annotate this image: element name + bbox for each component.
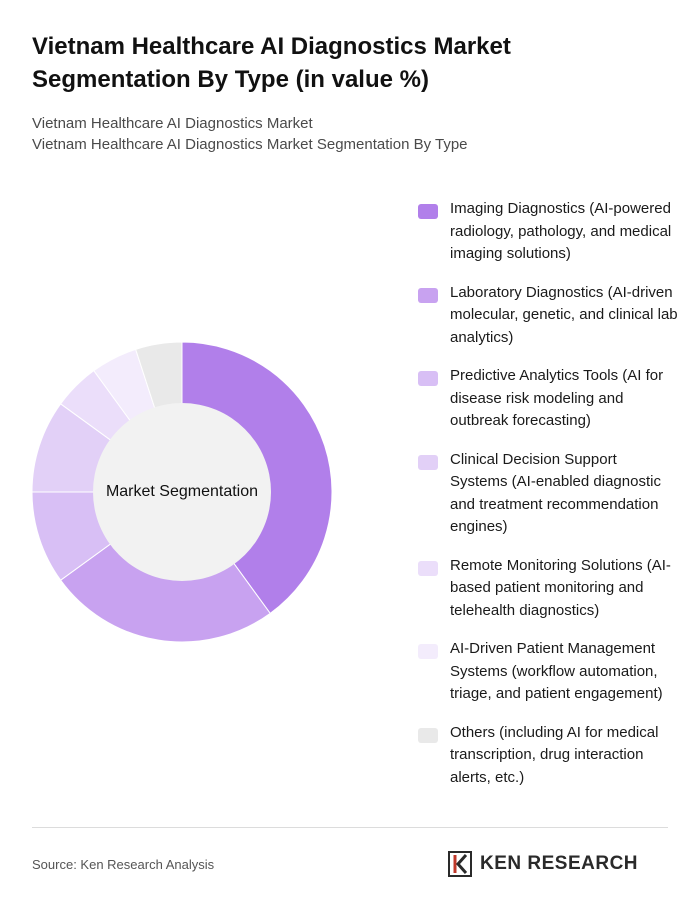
legend-item-6[interactable]: AI-Driven Patient Management Systems (wo…: [418, 638, 678, 706]
legend-label-3: Predictive Analytics Tools (AI for disea…: [450, 367, 664, 429]
legend-item-3[interactable]: Predictive Analytics Tools (AI for disea…: [418, 365, 678, 433]
legend-label-2: Laboratory Diagnostics (AI-driven molecu…: [450, 283, 678, 346]
chart-title-line-1: Vietnam Healthcare AI Diagnostics Market: [32, 33, 511, 60]
legend-label-4: Clinical Decision Support Systems (AI-en…: [450, 450, 661, 536]
legend-label-5: Remote Monitoring Solutions (AI-based pa…: [450, 556, 671, 619]
legend-swatch-7: [418, 727, 438, 743]
chart-subtitle-line-2: Vietnam Healthcare AI Diagnostics Market…: [32, 136, 468, 153]
donut-chart: [31, 341, 333, 643]
brand-logo: KEN RESEARCH: [448, 851, 638, 877]
legend-item-7[interactable]: Others (including AI for medical transcr…: [418, 722, 678, 790]
footer-divider: [32, 827, 668, 828]
legend-label-6: AI-Driven Patient Management Systems (wo…: [450, 640, 663, 702]
legend-swatch-1: [418, 204, 438, 219]
legend-swatch-3: [418, 371, 438, 386]
legend-item-1[interactable]: Imaging Diagnostics (AI-powered radiolog…: [418, 198, 678, 266]
legend-item-4[interactable]: Clinical Decision Support Systems (AI-en…: [418, 449, 678, 539]
legend-swatch-6: [418, 644, 438, 659]
source-note: Source: Ken Research Analysis: [32, 857, 215, 872]
brand-name: KEN RESEARCH: [480, 853, 639, 874]
chart-title: Vietnam Healthcare AI Diagnostics Market…: [32, 30, 652, 96]
legend-label-7: Others (including AI for medical transcr…: [450, 723, 659, 786]
legend-item-2[interactable]: Laboratory Diagnostics (AI-driven molecu…: [418, 282, 678, 350]
chart-subtitle-line-1: Vietnam Healthcare AI Diagnostics Market: [32, 115, 313, 132]
legend-swatch-4: [418, 454, 438, 470]
donut-center: [93, 403, 271, 581]
chart-legend: Imaging Diagnostics (AI-powered radiolog…: [418, 198, 678, 805]
chart-subtitle: Vietnam Healthcare AI Diagnostics Market…: [32, 113, 652, 155]
legend-item-5[interactable]: Remote Monitoring Solutions (AI-based pa…: [418, 555, 678, 623]
ken-research-logo-icon: [448, 851, 472, 877]
legend-swatch-2: [418, 287, 438, 303]
legend-swatch-5: [418, 560, 438, 576]
legend-label-1: Imaging Diagnostics (AI-powered radiolog…: [450, 200, 672, 262]
donut-center-label: Market Segmentation: [105, 483, 259, 500]
chart-title-line-2: Segmentation By Type (in value %): [32, 66, 429, 93]
